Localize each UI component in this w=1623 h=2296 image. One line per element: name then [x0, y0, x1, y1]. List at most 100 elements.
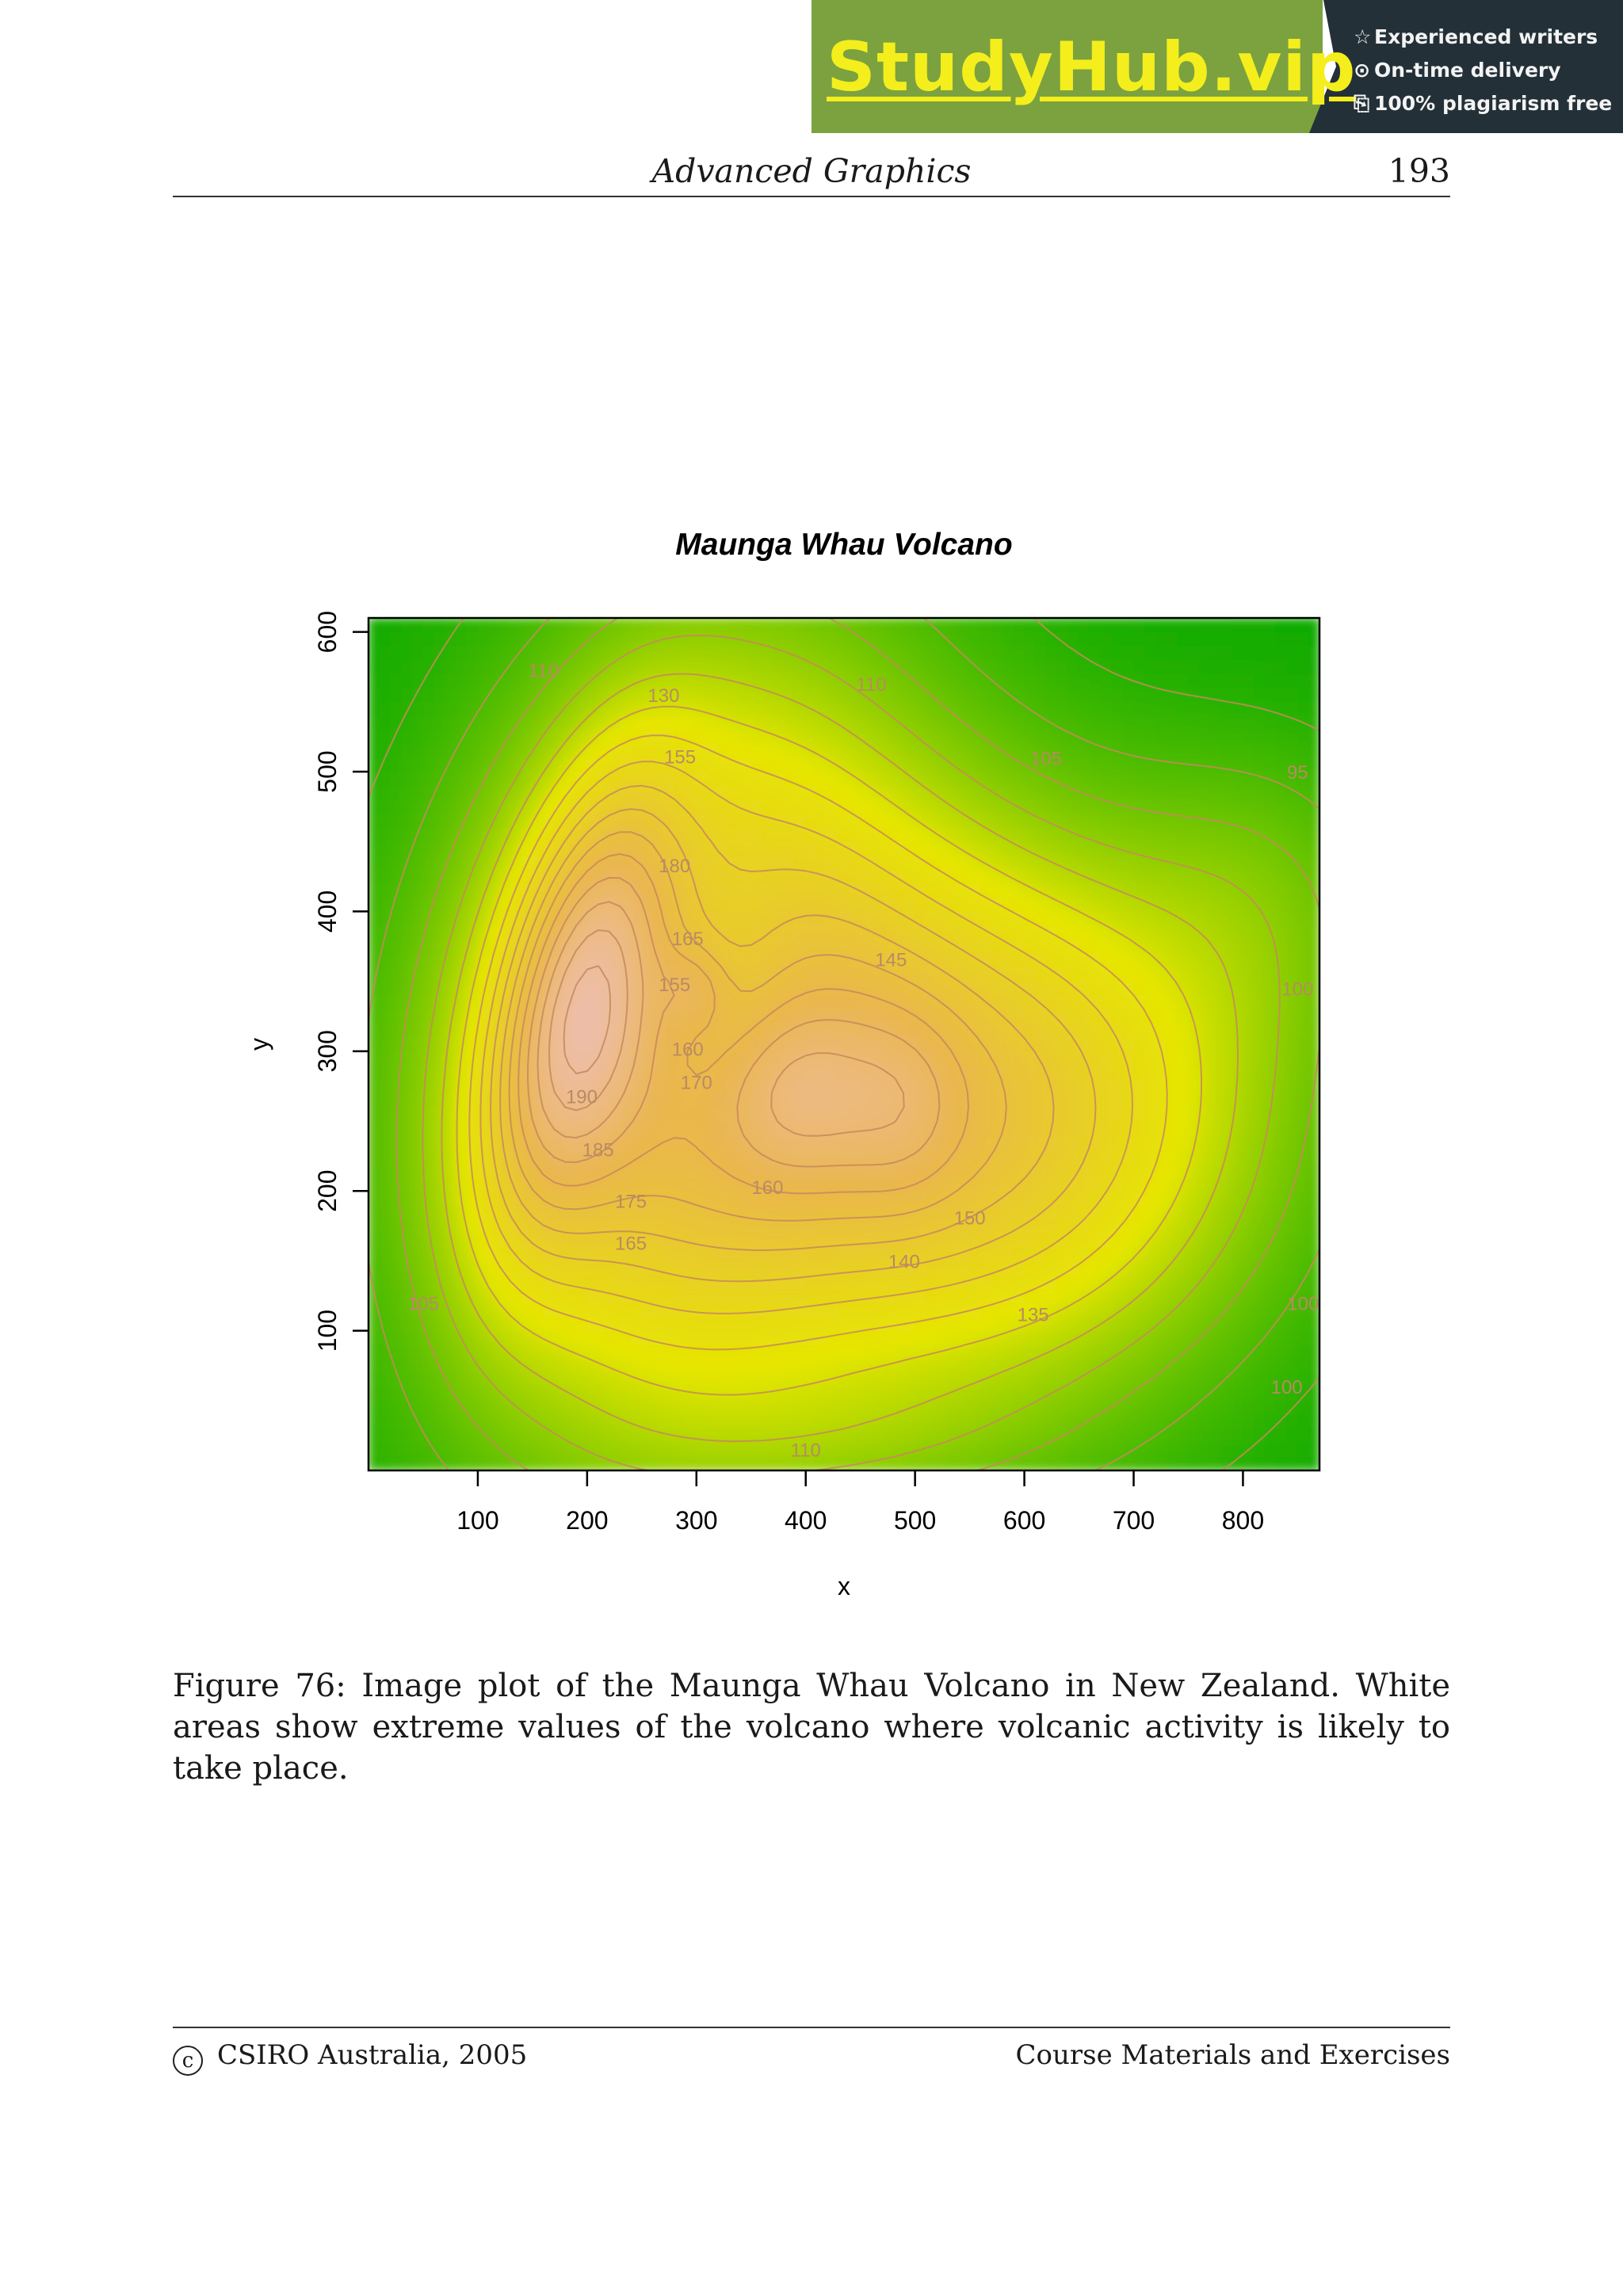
heatmap-cell: [1187, 771, 1200, 787]
heatmap-cell: [991, 1106, 1003, 1122]
heatmap-cell: [1166, 785, 1178, 801]
heatmap-cell: [892, 1064, 905, 1080]
heatmap-cell: [1264, 1372, 1277, 1387]
heatmap-cell: [969, 785, 982, 801]
heatmap-cell: [849, 1455, 861, 1470]
heatmap-cell: [849, 994, 861, 1010]
heatmap-cell: [1242, 1372, 1254, 1387]
heatmap-cell: [1177, 827, 1190, 842]
heatmap-cell: [422, 715, 435, 730]
heatmap-cell: [1122, 1442, 1135, 1458]
heatmap-cell: [575, 952, 588, 968]
heatmap-cell: [739, 925, 752, 940]
heatmap-cell: [1220, 1051, 1233, 1066]
heatmap-cell: [915, 1023, 927, 1038]
heatmap-cell: [728, 1120, 741, 1136]
heatmap-cell: [1209, 771, 1222, 787]
heatmap-cell: [532, 1120, 544, 1136]
heatmap-cell: [400, 1148, 413, 1164]
heatmap-cell: [466, 1386, 479, 1402]
heatmap-cell: [510, 1093, 522, 1108]
heatmap-cell: [608, 757, 621, 772]
heatmap-cell: [1187, 897, 1200, 913]
heatmap-cell: [369, 869, 380, 884]
heatmap-cell: [598, 1246, 610, 1262]
heatmap-cell: [772, 1372, 785, 1387]
heatmap-cell: [598, 883, 610, 898]
heatmap-cell: [1067, 1442, 1080, 1458]
heatmap-cell: [510, 701, 522, 717]
heatmap-cell: [477, 1218, 490, 1234]
heatmap-cell: [685, 1218, 697, 1234]
heatmap-cell: [608, 869, 621, 884]
heatmap-cell: [717, 910, 730, 926]
heatmap-cell: [619, 925, 632, 940]
heatmap-cell: [947, 771, 960, 787]
heatmap-cell: [783, 1036, 796, 1052]
heatmap-cell: [1079, 1358, 1091, 1374]
heatmap-cell: [411, 743, 424, 759]
heatmap-cell: [870, 715, 883, 730]
heatmap-cell: [750, 1428, 763, 1444]
heatmap-cell: [1056, 1288, 1069, 1304]
heatmap-cell: [1089, 1009, 1102, 1024]
heatmap-cell: [379, 1372, 391, 1387]
heatmap-cell: [1166, 869, 1178, 884]
heatmap-cell: [1177, 715, 1190, 730]
heatmap-cell: [1111, 785, 1124, 801]
heatmap-cell: [608, 1386, 621, 1402]
heatmap-cell: [860, 1330, 873, 1345]
heatmap-cell: [1286, 1288, 1299, 1304]
heatmap-cell: [532, 1106, 544, 1122]
heatmap-cell: [1220, 785, 1233, 801]
heatmap-cell: [445, 687, 457, 703]
heatmap-cell: [1177, 1093, 1190, 1108]
heatmap-cell: [827, 1190, 839, 1206]
heatmap-cell: [1079, 827, 1091, 842]
heatmap-cell: [1286, 1162, 1299, 1178]
heatmap-cell: [772, 1204, 785, 1220]
heatmap-cell: [1209, 1036, 1222, 1052]
heatmap-cell: [1002, 1204, 1014, 1220]
heatmap-cell: [947, 1148, 960, 1164]
heatmap-cell: [1220, 897, 1233, 913]
heatmap-cell: [433, 729, 446, 745]
heatmap-cell: [1111, 771, 1124, 787]
heatmap-cell: [1166, 757, 1178, 772]
heatmap-cell: [1079, 1386, 1091, 1402]
heatmap-cell: [1166, 1386, 1178, 1402]
heatmap-cell: [1242, 994, 1254, 1010]
heatmap-cell: [1253, 1036, 1266, 1052]
heatmap-cell: [1056, 910, 1069, 926]
heatmap-cell: [849, 715, 861, 730]
heatmap-cell: [772, 743, 785, 759]
heatmap-cell: [717, 1372, 730, 1387]
heatmap-cell: [717, 1386, 730, 1402]
heatmap-cell: [969, 869, 982, 884]
heatmap-cell: [553, 1135, 566, 1150]
heatmap-cell: [1264, 1288, 1277, 1304]
heatmap-cell: [1067, 1120, 1080, 1136]
heatmap-cell: [1133, 771, 1146, 787]
heatmap-cell: [969, 939, 982, 955]
heatmap-cell: [849, 1190, 861, 1206]
heatmap-cell: [794, 1177, 807, 1192]
heatmap-cell: [762, 1386, 774, 1402]
heatmap-cell: [816, 883, 829, 898]
heatmap-cell: [543, 743, 556, 759]
heatmap-cell: [619, 1358, 632, 1374]
heatmap-cell: [1133, 1064, 1146, 1080]
heatmap-cell: [543, 1148, 556, 1164]
heatmap-cell: [1089, 1078, 1102, 1094]
heatmap-cell: [794, 673, 807, 688]
heatmap-cell: [575, 883, 588, 898]
heatmap-cell: [1045, 1009, 1058, 1024]
heatmap-cell: [1253, 1316, 1266, 1332]
heatmap-cell: [794, 841, 807, 856]
heatmap-cell: [1133, 910, 1146, 926]
watermark-brand[interactable]: StudyHub.vip: [827, 28, 1357, 107]
heatmap-cell: [1187, 1051, 1200, 1066]
heatmap-cell: [575, 1428, 588, 1444]
heatmap-cell: [1155, 1064, 1167, 1080]
heatmap-cell: [652, 1078, 665, 1094]
